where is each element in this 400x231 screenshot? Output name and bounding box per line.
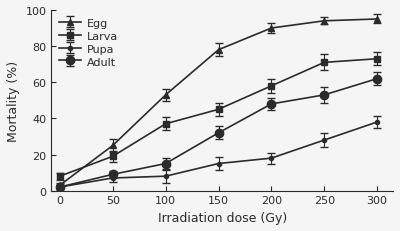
X-axis label: Irradiation dose (Gy): Irradiation dose (Gy) bbox=[158, 211, 287, 224]
Y-axis label: Mortality (%): Mortality (%) bbox=[7, 61, 20, 141]
Legend: Egg, Larva, Pupa, Adult: Egg, Larva, Pupa, Adult bbox=[57, 16, 120, 70]
